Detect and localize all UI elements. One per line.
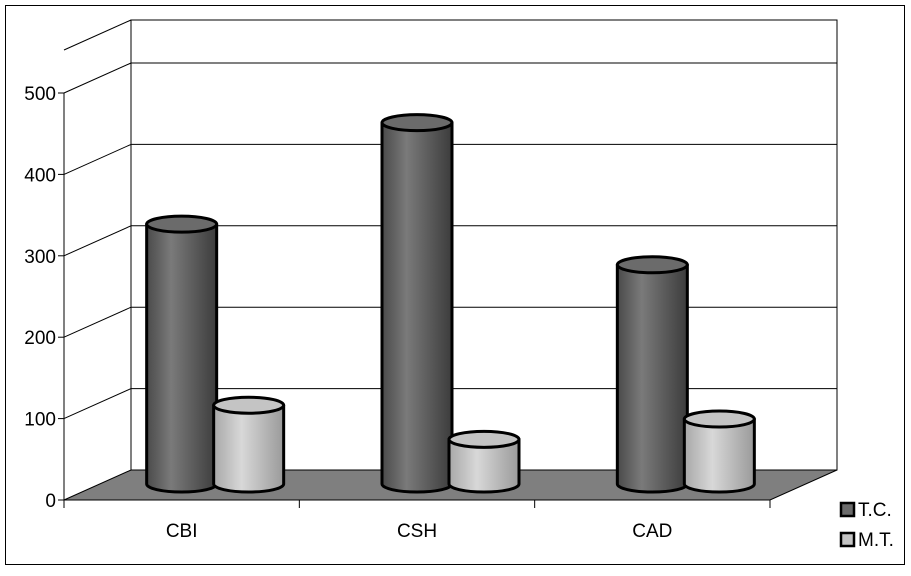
y-tick-label: 500: [24, 84, 56, 105]
y-tick-label: 200: [24, 328, 56, 349]
bar-body: [447, 437, 521, 494]
legend-label-0: T.C.: [858, 500, 892, 521]
bar-tc-cad: [615, 255, 689, 494]
x-tick-label: CBI: [166, 521, 198, 542]
y-tick-label: 300: [24, 247, 56, 268]
grid-layer: [63, 19, 838, 471]
bar-mt-cbi: [212, 395, 286, 494]
bar-top-cap: [682, 409, 756, 429]
bars-layer: [145, 113, 756, 494]
bar-mt-csh: [447, 429, 521, 494]
gridline-side: [63, 388, 132, 420]
bar-body: [682, 417, 756, 494]
side-wall-top-edge: [63, 19, 132, 51]
x-tick-label: CAD: [632, 521, 672, 542]
x-tick-label: CSH: [397, 521, 437, 542]
y-tick-label: 0: [45, 491, 56, 512]
bar-body: [212, 403, 286, 494]
bar-body: [615, 263, 689, 494]
legend: T.C. M.T.: [839, 500, 894, 551]
back-wall: [130, 19, 838, 471]
bar-top-cap: [145, 214, 219, 234]
gridline-side: [63, 143, 132, 175]
legend-swatch-0: [839, 501, 856, 518]
bar-top-cap: [212, 395, 286, 415]
bar-mt-cad: [682, 409, 756, 494]
gridline-side: [63, 62, 132, 94]
y-tick-label: 400: [24, 165, 56, 186]
bar-top-cap: [615, 255, 689, 275]
gridline-side: [63, 306, 132, 338]
bar-top-cap: [380, 113, 454, 133]
bar-body: [145, 222, 219, 494]
bar-body: [380, 121, 454, 494]
axis-layer: 0 100 200 300 400 500 CBI CSH CAD: [24, 84, 771, 542]
gridline-side: [63, 225, 132, 257]
y-tick-label: 100: [24, 410, 56, 431]
legend-swatch-1: [839, 531, 856, 548]
bar-tc-csh: [380, 113, 454, 494]
legend-label-1: M.T.: [858, 530, 894, 551]
bar-tc-cbi: [145, 214, 219, 494]
bar-top-cap: [447, 429, 521, 449]
